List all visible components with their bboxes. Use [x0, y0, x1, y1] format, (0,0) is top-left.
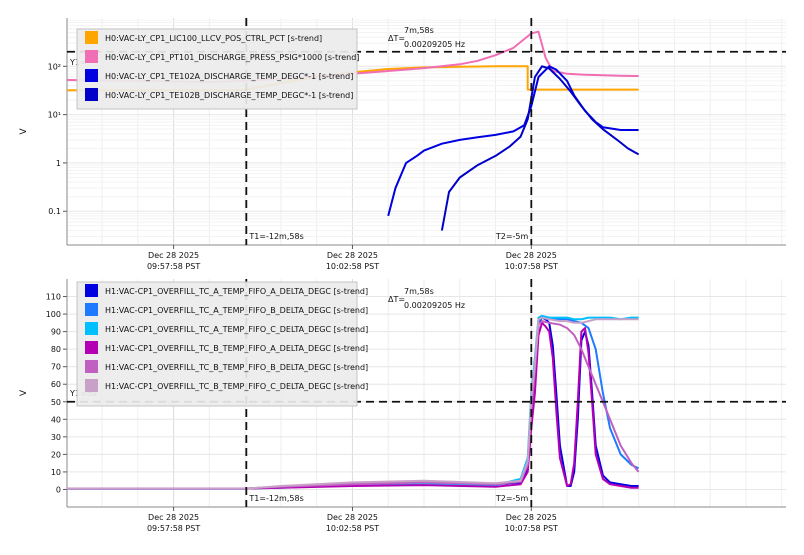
legend-swatch-1 [85, 31, 98, 44]
legend-entry-4: H1:VAC-CP1_OVERFILL_TC_B_TEMP_FIFO_A_DEL… [105, 344, 368, 353]
y-tick-label: 20 [51, 450, 61, 459]
y-tick-label: 10² [48, 62, 61, 71]
y-tick-label: 110 [46, 293, 61, 302]
x-tick-label-time: 10:02:58 PST [326, 262, 379, 271]
legend-entry-3: H0:VAC-LY_CP1_TE102A_DISCHARGE_TEMP_DEGC… [105, 72, 353, 81]
legend-swatch-6 [85, 379, 98, 392]
y-tick-label: 60 [51, 380, 61, 389]
series-line-4 [440, 65, 640, 231]
y-tick-label: 40 [51, 415, 61, 424]
legend-entry-2: H0:VAC-LY_CP1_PT101_DISCHARGE_PRESS_PSIG… [105, 53, 359, 62]
t2-cursor-label: T2=-5m [495, 232, 529, 241]
legend[interactable]: H1:VAC-CP1_OVERFILL_TC_A_TEMP_FIFO_A_DEL… [76, 281, 368, 407]
y-tick-label: 1 [56, 159, 61, 168]
y-tick-label: 30 [51, 433, 61, 442]
delta-t-label: ΔT= [388, 295, 405, 304]
y-axis-label: V [19, 128, 29, 135]
t2-cursor-label: T2=-5m [495, 494, 529, 503]
legend-swatch-5 [85, 360, 98, 373]
legend-entry-1: H1:VAC-CP1_OVERFILL_TC_A_TEMP_FIFO_A_DEL… [105, 287, 368, 296]
y-tick-label: 10¹ [48, 111, 61, 120]
legend-entry-1: H0:VAC-LY_CP1_LIC100_LLCV_POS_CTRL_PCT [… [105, 34, 322, 43]
series-line-5 [67, 320, 640, 490]
delta-t-value: 7m,58s [404, 287, 434, 296]
x-tick-label-date: Dec 28 2025 [506, 251, 557, 260]
x-tick-label-time: 09:57:58 PST [147, 524, 200, 533]
legend-swatch-3 [85, 69, 98, 82]
delta-t-label: ΔT= [388, 34, 405, 43]
y-tick-label: 70 [51, 363, 61, 372]
x-tick-label-date: Dec 28 2025 [148, 251, 199, 260]
t1-cursor-label: T1=-12m,58s [248, 494, 303, 503]
series-line-6 [67, 316, 639, 490]
legend-entry-4: H0:VAC-LY_CP1_TE102B_DISCHARGE_TEMP_DEGC… [105, 91, 353, 100]
y-tick-label: 100 [46, 310, 61, 319]
legend-box [76, 281, 358, 407]
x-tick-label-time: 10:07:58 PST [505, 524, 558, 533]
y-tick-label: 90 [51, 328, 61, 337]
chart-panel-1: 0.1 1 10¹ 10² V Dec 28 2025 09:57:58 PST Dec 28… [19, 18, 786, 271]
legend-entry-3: H1:VAC-CP1_OVERFILL_TC_A_TEMP_FIFO_C_DEL… [105, 325, 368, 334]
legend-entry-2: H1:VAC-CP1_OVERFILL_TC_A_TEMP_FIFO_B_DEL… [105, 306, 368, 315]
y-tick-label: 0.1 [48, 207, 61, 216]
y-tick-label: 10 [51, 468, 61, 477]
y-axis-label: V [19, 389, 29, 396]
x-tick-label-date: Dec 28 2025 [148, 513, 199, 522]
series-line-4 [67, 321, 639, 490]
legend-swatch-2 [85, 50, 98, 63]
delta-freq-value: 0.00209205 Hz [404, 40, 465, 49]
delta-t-value: 7m,58s [404, 26, 434, 35]
x-tick-label-date: Dec 28 2025 [327, 251, 378, 260]
legend-swatch-4 [85, 341, 98, 354]
legend[interactable]: H0:VAC-LY_CP1_LIC100_LLCV_POS_CTRL_PCT [… [76, 28, 359, 110]
legend-swatch-1 [85, 284, 98, 297]
x-tick-label-date: Dec 28 2025 [327, 513, 378, 522]
y-tick-label: 80 [51, 345, 61, 354]
legend-entry-6: H1:VAC-CP1_OVERFILL_TC_B_TEMP_FIFO_C_DEL… [105, 382, 368, 391]
series-group [67, 314, 640, 490]
legend-swatch-4 [85, 88, 98, 101]
legend-swatch-3 [85, 322, 98, 335]
legend-entry-5: H1:VAC-CP1_OVERFILL_TC_B_TEMP_FIFO_B_DEL… [105, 363, 368, 372]
legend-swatch-2 [85, 303, 98, 316]
x-tick-label-date: Dec 28 2025 [506, 513, 557, 522]
x-tick-label-time: 10:02:58 PST [326, 524, 379, 533]
y-tick-label: 0 [56, 485, 61, 494]
chart-panel-2: 0 10 20 30 40 50 60 70 80 90 100 110 V Dec 28 2025 09:… [19, 279, 786, 533]
t1-cursor-label: T1=-12m,58s [248, 232, 303, 241]
x-tick-label-time: 10:07:58 PST [505, 262, 558, 271]
delta-freq-value: 0.00209205 Hz [404, 301, 465, 310]
y-tick-label: 50 [51, 398, 61, 407]
x-tick-label-time: 09:57:58 PST [147, 262, 200, 271]
legend-box [76, 28, 358, 110]
